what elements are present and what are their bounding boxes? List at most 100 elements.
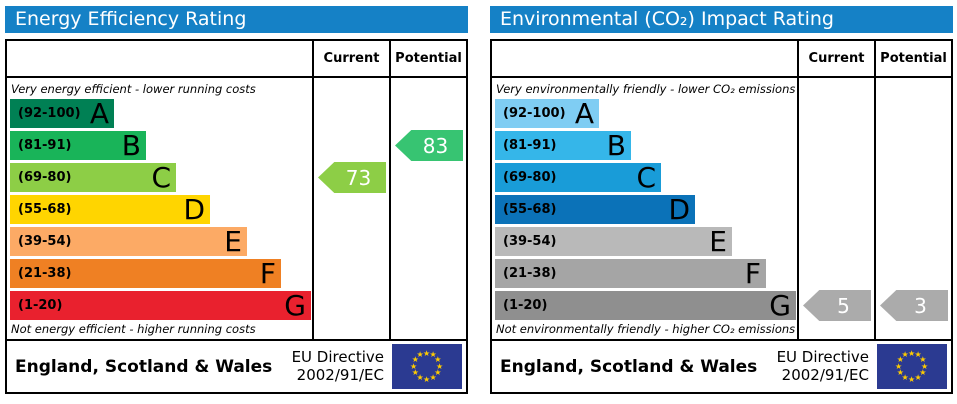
band-A-bar: (92-100) A [495,99,599,128]
eu-star-icon: ★ [896,355,904,364]
eu-directive-label: EU Directive 2002/91/EC [291,347,384,384]
band-range-label: (55-68) [503,202,557,217]
band-letter: F [259,257,276,290]
band-range-label: (21-38) [18,266,72,281]
eu-directive-line1: EU Directive [776,347,869,366]
current-rating-cell: 73 [312,78,389,339]
rating-bars: (92-100) A (81-91) B (69-80) C (55-68) D (39-54)… [492,99,797,323]
band-range-label: (92-100) [18,106,81,121]
eu-star-icon: ★ [416,372,424,382]
current-rating-arrow: 5 [803,290,871,321]
band-letter: D [668,193,690,226]
potential-column-header: Potential [389,41,466,76]
eu-star-icon: ★ [429,372,437,382]
eu-flag-icon: ★ ★ ★ ★ ★ ★ ★ ★ ★ ★ ★ ★ [877,344,947,389]
environmental-panel-title: Environmental (CO₂) Impact Rating [490,6,953,33]
band-letter: A [574,97,594,130]
environmental-impact-panel: Environmental (CO₂) Impact Rating Curren… [487,6,953,394]
band-range-label: (69-80) [18,170,72,185]
band-range-label: (81-91) [503,138,557,153]
band-letter: D [183,193,205,226]
eu-star-icon: ★ [429,350,437,360]
eu-star-icon: ★ [908,348,916,358]
band-range-label: (21-38) [503,266,557,281]
eu-directive-label: EU Directive 2002/91/EC [776,347,869,384]
eu-star-icon: ★ [423,348,431,358]
header-spacer-cell [492,41,797,76]
band-range-label: (39-54) [503,234,557,249]
band-range-label: (1-20) [503,298,548,313]
band-C-bar: (69-80) C [495,163,661,192]
rating-scale-body: Very environmentally friendly - lower CO… [492,78,951,339]
band-letter: G [769,289,791,322]
rating-scale-cell: Very environmentally friendly - lower CO… [492,78,797,339]
eu-star-icon: ★ [914,372,922,382]
current-column-header: Current [797,41,874,76]
eu-star-icon: ★ [416,350,424,360]
eu-star-icon: ★ [434,355,442,364]
band-letter: E [709,225,727,258]
eu-star-icon: ★ [896,368,904,377]
band-range-label: (1-20) [18,298,63,313]
potential-rating-cell: 3 [874,78,951,339]
potential-column-header: Potential [874,41,951,76]
eu-star-icon: ★ [919,355,927,364]
environmental-rating-table: Current Potential Very environmentally f… [490,39,953,394]
band-letter: B [606,129,626,162]
eu-star-icon: ★ [434,368,442,377]
current-rating-arrow: 73 [318,162,386,193]
band-range-label: (92-100) [503,106,566,121]
potential-rating-cell: 83 [389,78,466,339]
potential-rating-arrow: 83 [395,130,463,161]
eu-star-icon: ★ [895,361,903,371]
header-spacer-cell [7,41,312,76]
bottom-caption: Not environmentally friendly - higher CO… [496,322,796,336]
current-rating-cell: 5 [797,78,874,339]
eu-star-icon: ★ [901,372,909,382]
energy-rating-table: Current Potential Very energy efficient … [5,39,468,394]
band-E-bar: (39-54) E [10,227,247,256]
band-letter: E [224,225,242,258]
eu-star-icon: ★ [908,374,916,384]
table-header-row: Current Potential [7,41,466,78]
eu-star-icon: ★ [411,355,419,364]
band-D-bar: (55-68) D [10,195,210,224]
energy-efficiency-panel: Energy Efficiency Rating Current Potenti… [2,6,468,394]
eu-star-icon: ★ [423,374,431,384]
eu-directive-line2: 2002/91/EC [296,365,384,384]
rating-bars: (92-100) A (81-91) B (69-80) C (55-68) D (39-54)… [7,99,312,323]
band-G-bar: (1-20) G [10,291,311,320]
band-letter: C [636,161,656,194]
band-B-bar: (81-91) B [10,131,146,160]
epc-rating-charts: Energy Efficiency Rating Current Potenti… [2,6,953,394]
eu-star-icon: ★ [901,350,909,360]
potential-rating-arrow: 3 [880,290,948,321]
band-F-bar: (21-38) F [10,259,281,288]
band-G-bar: (1-20) G [495,291,796,320]
bottom-caption: Not energy efficient - higher running co… [11,322,256,336]
band-range-label: (55-68) [18,202,72,217]
eu-directive-line2: 2002/91/EC [781,365,869,384]
eu-star-icon: ★ [919,368,927,377]
top-caption: Very energy efficient - lower running co… [11,82,256,96]
eu-star-icon: ★ [436,361,444,371]
band-range-label: (81-91) [18,138,72,153]
rating-scale-body: Very energy efficient - lower running co… [7,78,466,339]
band-letter: G [284,289,306,322]
band-range-label: (69-80) [503,170,557,185]
band-D-bar: (55-68) D [495,195,695,224]
eu-flag-icon: ★ ★ ★ ★ ★ ★ ★ ★ ★ ★ ★ ★ [392,344,462,389]
rating-scale-cell: Very energy efficient - lower running co… [7,78,312,339]
current-column-header: Current [312,41,389,76]
band-letter: F [744,257,761,290]
band-E-bar: (39-54) E [495,227,732,256]
eu-star-icon: ★ [410,361,418,371]
region-label: England, Scotland & Wales [500,356,758,377]
band-letter: B [121,129,141,162]
eu-star-icon: ★ [921,361,929,371]
eu-star-icon: ★ [914,350,922,360]
energy-panel-title: Energy Efficiency Rating [5,6,468,33]
eu-directive-line1: EU Directive [291,347,384,366]
table-footer-row: England, Scotland & Wales EU Directive 2… [492,339,951,392]
table-header-row: Current Potential [492,41,951,78]
